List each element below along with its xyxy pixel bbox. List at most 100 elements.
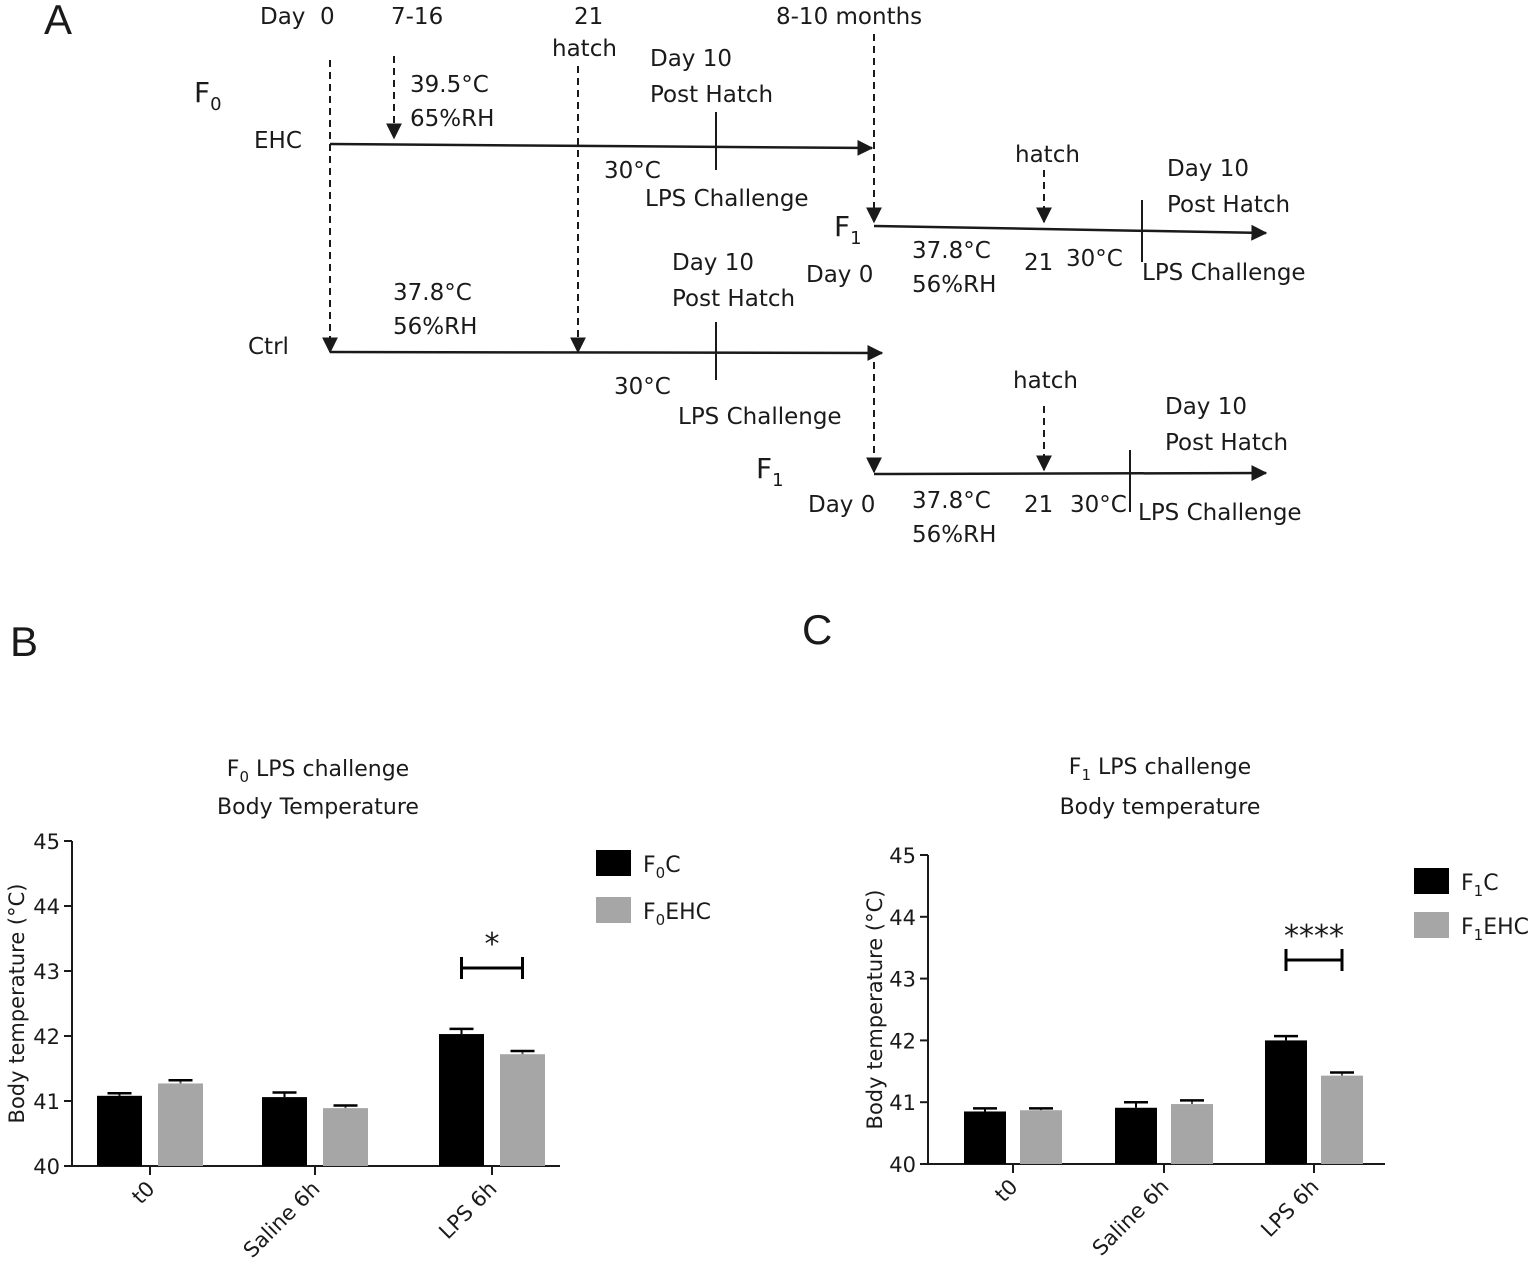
f0-label: F0 (194, 76, 222, 115)
f1-upper-day21: 21 (1024, 250, 1053, 276)
x-tick-label: t0 (127, 1177, 159, 1209)
hatch-label: hatch (552, 36, 617, 62)
f1-upper-label: F1 (834, 210, 862, 249)
y-tick-label: 41 (889, 1091, 916, 1115)
significance-label: * (485, 927, 500, 962)
f1-lower-sub: 1 (772, 470, 783, 491)
legend-main: F (643, 900, 656, 925)
x-tick-label: t0 (990, 1175, 1022, 1207)
legend-main: F (1461, 915, 1474, 940)
y-tick-label: 45 (33, 830, 60, 854)
y-tick-label: 44 (889, 906, 916, 930)
f1-upper-day0: Day 0 (806, 262, 873, 288)
title-rest: LPS challenge (1091, 755, 1251, 780)
f0-main: F (194, 76, 210, 109)
title-sub: 1 (1081, 766, 1091, 784)
f1-lower-temp30: 30°C (1070, 492, 1127, 518)
legend-label: F1C (1461, 871, 1499, 900)
f1-lower-timeline-arrow (873, 465, 1268, 482)
legend-label: F0EHC (643, 900, 711, 929)
legend-sub: 1 (1474, 882, 1484, 900)
title-rest: LPS challenge (249, 757, 409, 782)
title-main: F (1069, 755, 1082, 780)
ctrl-timeline-arrow (329, 344, 884, 361)
y-tick-label: 43 (889, 968, 916, 992)
ehc-lps: LPS Challenge (645, 186, 809, 212)
legend-rest: C (665, 853, 680, 878)
panel-a: A Day 0 7-16 21 hatch 8-10 months F0 EHC… (44, 0, 1306, 548)
legend-swatch (1414, 868, 1449, 894)
f1-upper-timeline-arrow (873, 224, 1268, 241)
legend-sub: 0 (656, 864, 666, 882)
day-0-label: 0 (320, 4, 335, 30)
ctrl-post-hatch: Post Hatch (672, 286, 795, 312)
legend-swatch (596, 850, 631, 876)
f1-lower-day0: Day 0 (808, 492, 875, 518)
y-tick-label: 45 (889, 844, 916, 868)
chart-title-line2: Body Temperature (217, 795, 419, 820)
panel-letter: C (802, 606, 832, 653)
bar-control (439, 1034, 484, 1166)
day-label: Day (260, 4, 305, 30)
legend-label: F0C (643, 853, 681, 882)
legend-swatch (596, 897, 631, 923)
bar-control (262, 1097, 307, 1166)
ehc-label: EHC (254, 128, 302, 154)
legend-main: F (1461, 871, 1474, 896)
bar-ehc (323, 1108, 368, 1166)
f1-lower-lps: LPS Challenge (1138, 500, 1302, 526)
panel-a-letter: A (44, 0, 72, 43)
bar-ehc (1171, 1104, 1213, 1164)
y-tick-label: 42 (889, 1029, 916, 1053)
ctrl-temp: 37.8°C (393, 280, 472, 306)
f1-lower-label: F1 (756, 452, 784, 491)
f0-sub: 0 (210, 94, 221, 115)
f1-lower-post-hatch: Post Hatch (1165, 430, 1288, 456)
y-tick-label: 42 (33, 1025, 60, 1049)
x-tick-label: Saline 6h (239, 1177, 325, 1263)
title-sub: 0 (239, 768, 249, 786)
ctrl-rh: 56%RH (393, 314, 477, 340)
legend-sub: 1 (1474, 926, 1484, 944)
f1-upper-post-hatch: Post Hatch (1167, 192, 1290, 218)
legend-rest: EHC (665, 900, 711, 925)
ehc-temp: 39.5°C (410, 72, 489, 98)
day-7-16-label: 7-16 (391, 4, 443, 30)
legend-label: F1EHC (1461, 915, 1529, 944)
ctrl-label: Ctrl (248, 334, 289, 360)
ehc-rh: 65%RH (410, 106, 494, 132)
f1-lower-rh: 56%RH (912, 522, 996, 548)
ehc-timeline-arrow (329, 139, 874, 156)
f1-lower-main: F (756, 452, 772, 485)
f1-lower-temp: 37.8°C (912, 488, 991, 514)
legend-rest: EHC (1483, 915, 1529, 940)
x-tick-label: LPS 6h (434, 1177, 501, 1244)
bar-control (964, 1111, 1006, 1164)
title-main: F (227, 757, 240, 782)
ehc-day10: Day 10 (650, 46, 732, 72)
x-tick-label: LPS 6h (1256, 1175, 1323, 1242)
f1-lower-day10: Day 10 (1165, 394, 1247, 420)
y-tick-label: 43 (33, 960, 60, 984)
bar-ehc (158, 1083, 203, 1166)
f1-upper-day10: Day 10 (1167, 156, 1249, 182)
bar-control (1265, 1040, 1307, 1164)
panel-letter: B (10, 618, 38, 665)
y-axis-label: Body temperature (°C) (5, 884, 29, 1124)
chart-title-line1: F0 LPS challenge (227, 757, 409, 786)
significance-label: **** (1284, 919, 1344, 954)
bar-control (97, 1095, 142, 1166)
f1-upper-temp30: 30°C (1066, 246, 1123, 272)
f1-upper-rh: 56%RH (912, 272, 996, 298)
f1-upper-sub: 1 (850, 228, 861, 249)
bar-ehc (1020, 1110, 1062, 1164)
ehc-post-hatch: Post Hatch (650, 82, 773, 108)
ctrl-lps: LPS Challenge (678, 404, 842, 430)
ctrl-day10: Day 10 (672, 250, 754, 276)
months-label: 8-10 months (776, 4, 922, 30)
legend-sub: 0 (656, 911, 666, 929)
legend-main: F (643, 853, 656, 878)
